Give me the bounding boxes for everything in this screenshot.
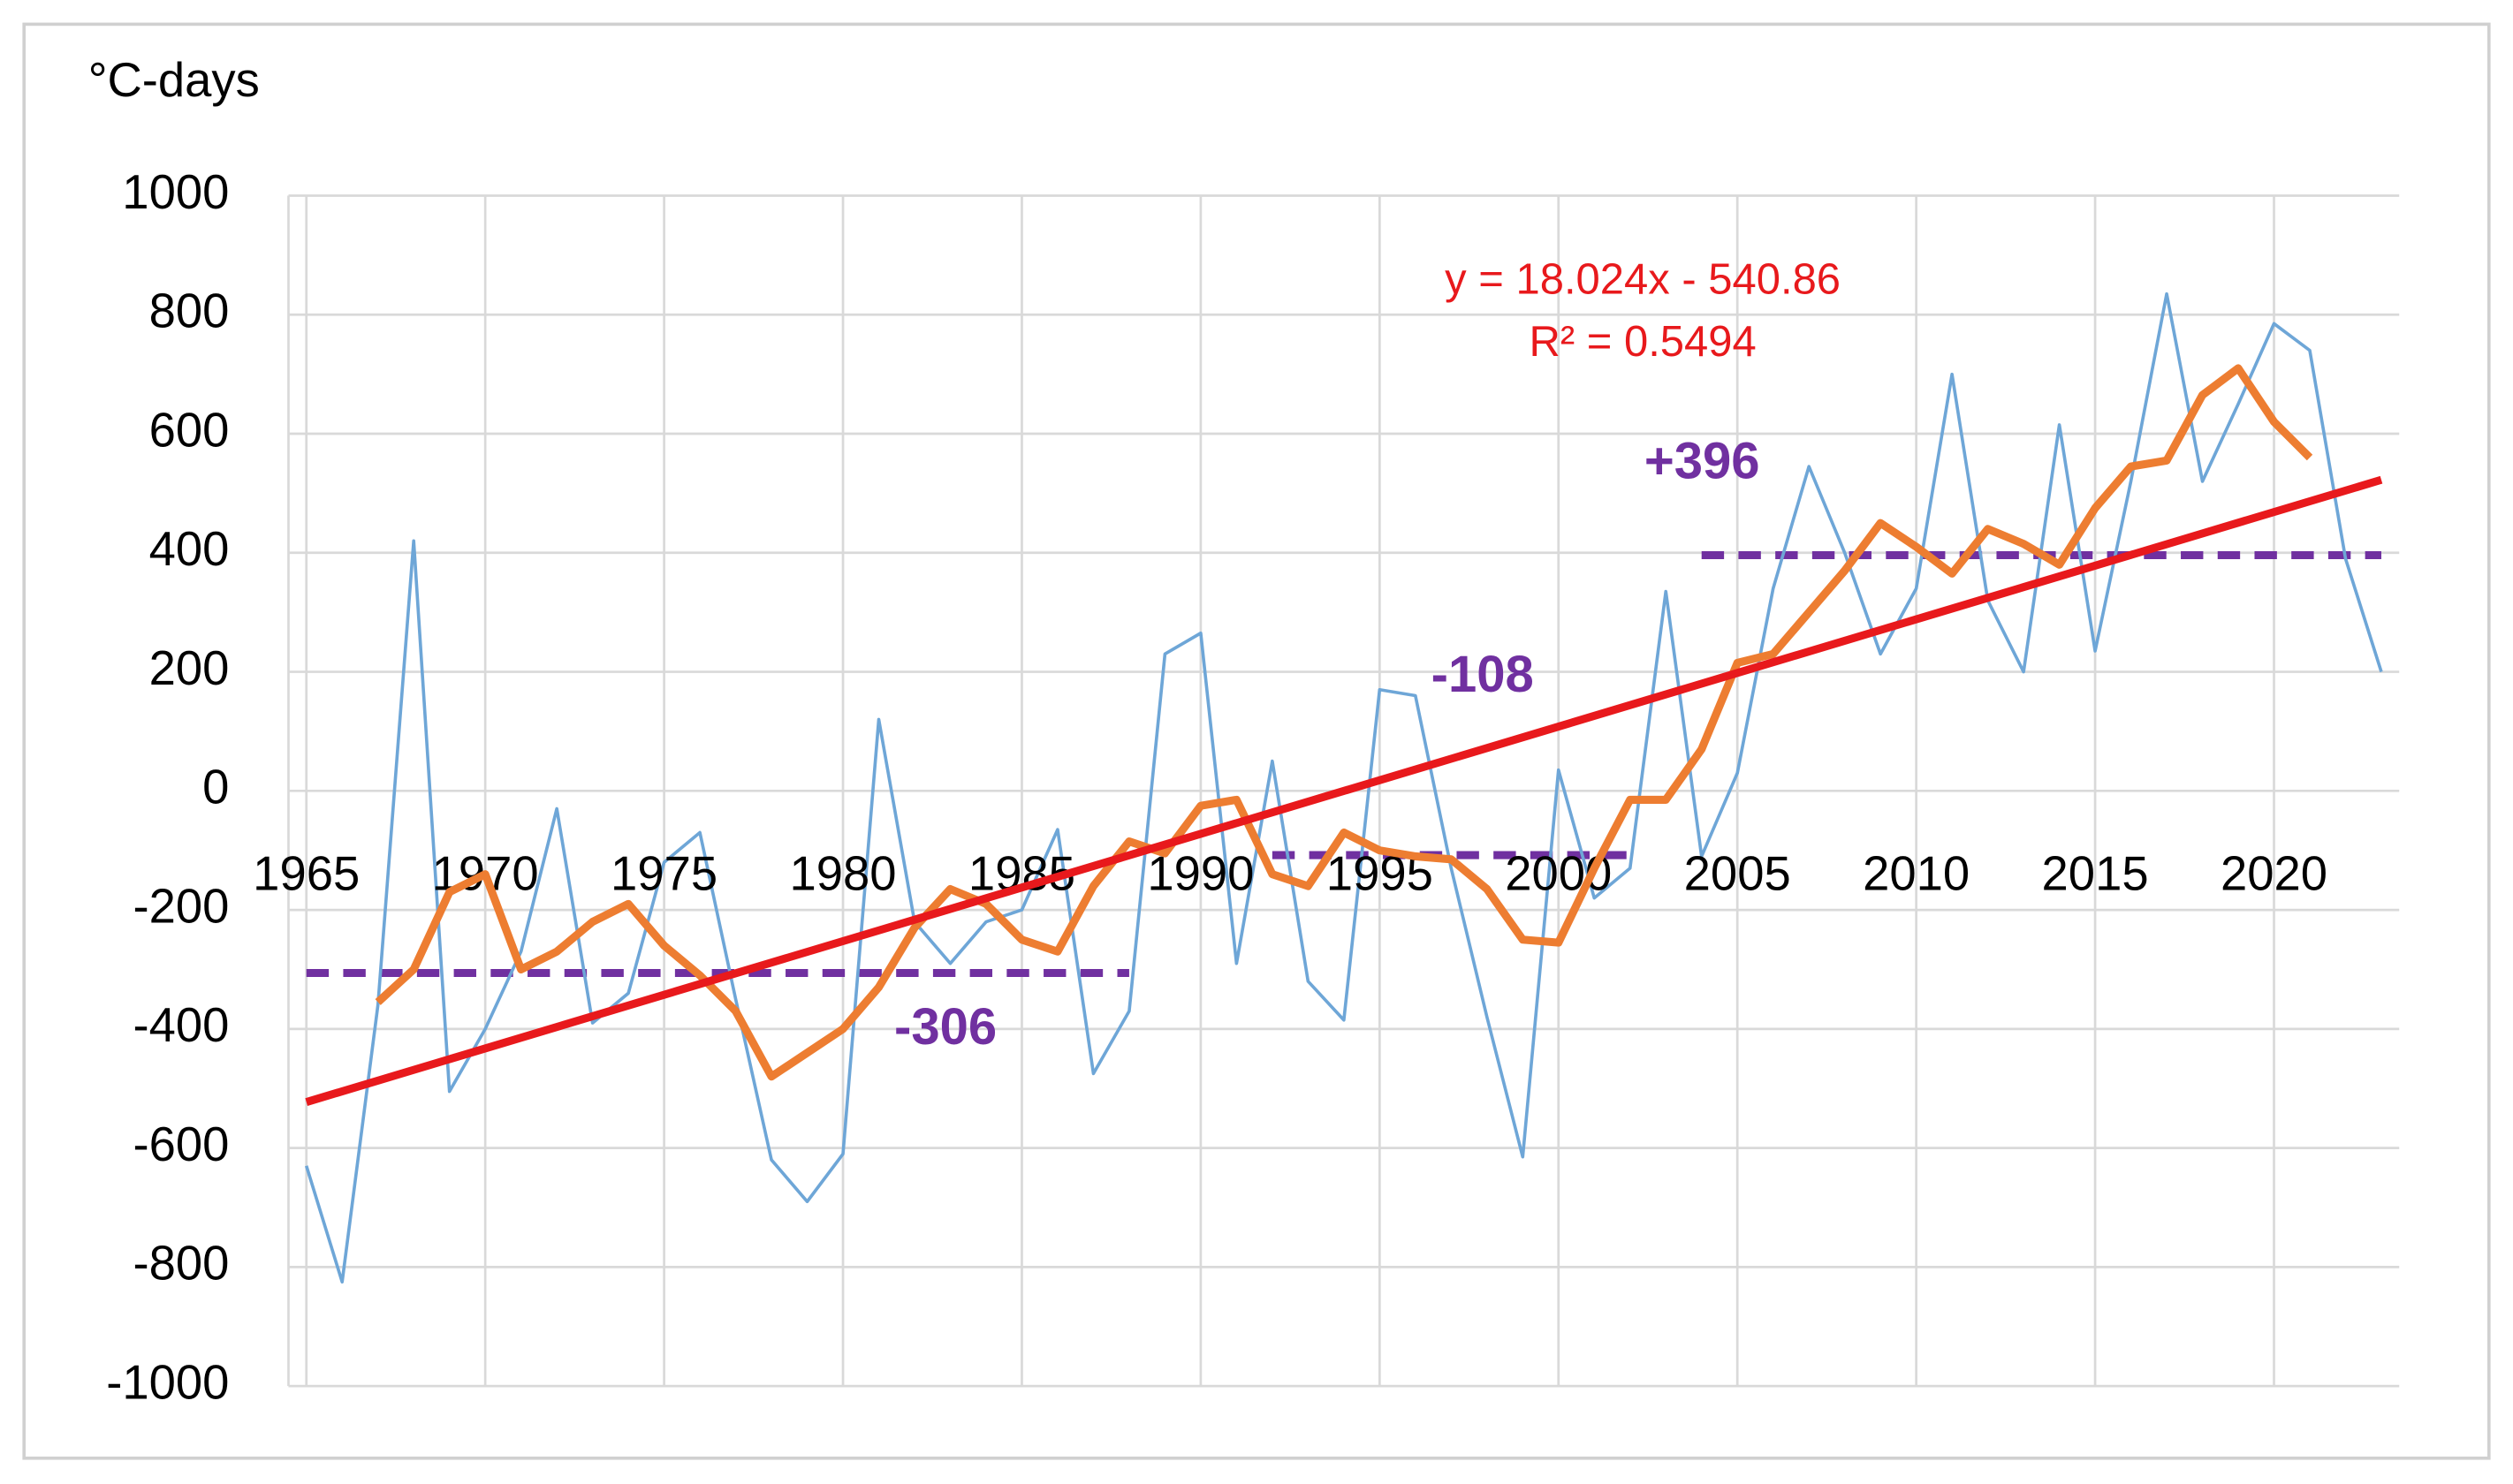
period-mean-label: -108 [1431,646,1534,703]
period-mean-label: -306 [894,998,997,1056]
y-tick-label: -800 [133,1237,229,1291]
y-tick-label: -400 [133,998,229,1052]
grid [287,194,2400,1388]
y-tick-label: 600 [149,403,230,457]
series-line [304,292,2383,1284]
trend-equation: y = 18.024x - 540.86 [1445,255,1841,303]
trend-r-squared: R² = 0.5494 [1529,318,1756,366]
y-tick-label: 800 [149,284,230,338]
x-tick-label: 1965 [253,847,360,901]
y-tick-label: 0 [202,761,229,814]
plot-area: 1965 1970 1975 1980 1985 1990 1995 2000 2005 2010… [253,292,2383,1284]
x-tick-label: 1975 [611,847,717,901]
y-tick-label: 1000 [122,165,229,219]
y-tick-label: -600 [133,1117,229,1171]
chart-frame [22,22,2491,1460]
trend-line [305,475,2383,1106]
y-tick-label: 400 [149,522,230,576]
y-tick-label: 200 [149,641,230,695]
series-line [375,364,2313,1081]
x-tick-label: 2005 [1684,847,1791,901]
x-tick-label: 2010 [1863,847,1970,901]
x-tick-label: 2020 [2221,847,2327,901]
x-tick-label: 1980 [790,847,897,901]
y-axis-label: °C-days [88,53,260,107]
y-tick-label: -1000 [106,1356,229,1410]
x-tick-label: 2015 [2042,847,2149,901]
y-tick-label: -200 [133,879,229,933]
period-mean-label: +396 [1644,433,1760,490]
